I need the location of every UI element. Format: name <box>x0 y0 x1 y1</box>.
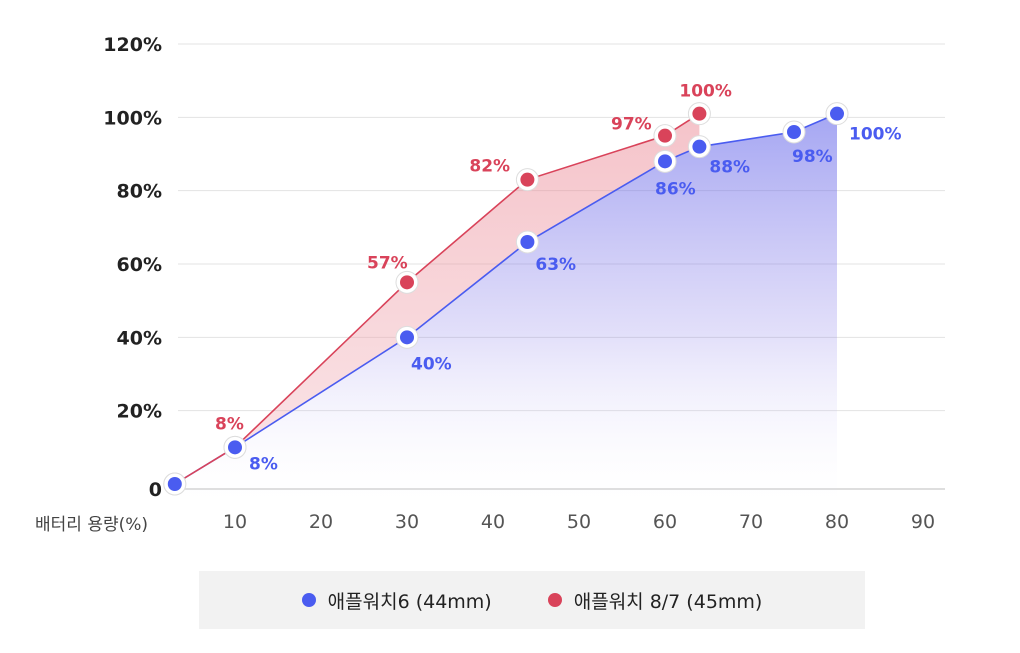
data-points <box>163 102 849 496</box>
battery-capacity-chart: 8% 40% 63% 86% 88% 98% 100% 8% 57% 82% 97% 100% 0 20… <box>35 34 945 535</box>
y-tick-label: 0 <box>149 479 162 501</box>
x-tick-label: 50 <box>567 511 591 533</box>
x-axis: 10 20 30 40 50 60 70 80 90 <box>223 511 935 533</box>
data-labels: 8% 40% 63% 86% 88% 98% 100% 8% 57% 82% 97% 100% <box>215 82 902 475</box>
data-label-watch6: 40% <box>411 354 452 374</box>
x-tick-label: 90 <box>911 511 935 533</box>
point-watch6 <box>658 154 672 169</box>
legend-marker-blue <box>301 593 316 607</box>
x-tick-label: 70 <box>739 511 763 533</box>
point-watch6 <box>830 106 844 121</box>
data-label-watch87: 82% <box>469 157 510 177</box>
point-watch6 <box>400 330 414 345</box>
point-watch6 <box>167 477 182 491</box>
legend-item-watch87: 애플워치 8/7 (45mm) <box>547 587 763 614</box>
point-watch87 <box>400 275 414 290</box>
y-tick-label: 120% <box>103 34 162 56</box>
legend-item-watch6: 애플워치6 (44mm) <box>301 587 492 614</box>
series-line-watch6 <box>174 112 838 485</box>
point-watch6 <box>692 139 707 154</box>
x-tick-label: 60 <box>653 511 677 533</box>
series-areas <box>174 113 838 514</box>
point-watch87 <box>658 128 672 143</box>
series-area-watch87 <box>174 113 700 484</box>
y-tick-label: 20% <box>117 401 162 423</box>
x-tick-label: 10 <box>223 511 247 533</box>
point-watch6 <box>787 125 801 140</box>
legend-label-watch87: 애플워치 8/7 (45mm) <box>573 590 763 613</box>
data-label-watch87: 100% <box>679 82 732 102</box>
y-tick-label: 80% <box>117 181 162 203</box>
data-label-watch6: 88% <box>709 158 750 178</box>
y-tick-label: 100% <box>103 107 162 129</box>
data-label-watch87: 97% <box>611 115 652 135</box>
point-watch6 <box>520 235 535 250</box>
y-tick-label: 60% <box>117 254 162 276</box>
data-label-watch87: 57% <box>367 253 408 273</box>
y-tick-label: 40% <box>117 327 162 349</box>
point-watch87 <box>692 106 707 121</box>
y-axis: 0 20% 40% 60% 80% 100% 120% <box>103 34 162 501</box>
data-label-watch6: 63% <box>535 255 576 275</box>
x-axis-label: 배터리 용량(%) <box>35 515 148 535</box>
data-label-watch6: 8% <box>249 454 278 474</box>
x-tick-label: 80 <box>825 511 849 533</box>
x-tick-label: 40 <box>481 511 505 533</box>
x-tick-label: 30 <box>395 511 419 533</box>
data-label-watch6: 100% <box>849 125 902 145</box>
x-tick-label: 20 <box>309 511 333 533</box>
data-label-watch87: 8% <box>215 414 244 434</box>
legend-marker-red <box>547 593 562 607</box>
legend-label-watch6: 애플워치6 (44mm) <box>327 590 492 613</box>
legend: 애플워치6 (44mm) 애플워치 8/7 (45mm) <box>199 571 865 629</box>
data-label-watch6: 86% <box>655 179 696 199</box>
series-area-watch6 <box>174 113 838 514</box>
point-watch6 <box>228 440 242 455</box>
point-watch87 <box>520 172 535 187</box>
data-label-watch6: 98% <box>792 147 833 167</box>
